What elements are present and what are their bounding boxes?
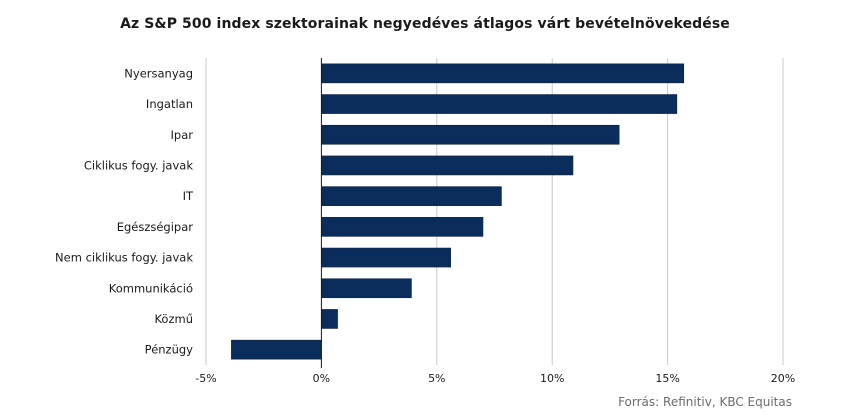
bar-2 bbox=[321, 124, 620, 145]
x-tick-label-3: 10% bbox=[540, 372, 564, 385]
category-label-9: Pénzügy bbox=[145, 343, 194, 357]
category-label-4: IT bbox=[183, 189, 194, 203]
category-label-7: Kommunikáció bbox=[109, 281, 193, 295]
source-note: Forrás: Refinitiv, KBC Equitas bbox=[618, 395, 792, 409]
bar-5 bbox=[321, 217, 484, 237]
chart-title: Az S&P 500 index szektorainak negyedéves… bbox=[120, 16, 730, 32]
x-tick-label-0: -5% bbox=[195, 372, 216, 385]
x-tick-label-5: 20% bbox=[771, 372, 795, 385]
x-tick-label-4: 15% bbox=[655, 372, 679, 385]
category-label-6: Nem ciklikus fogy. javak bbox=[55, 251, 193, 265]
bar-0 bbox=[321, 63, 685, 84]
category-label-0: Nyersanyag bbox=[124, 66, 193, 80]
x-tick-label-2: 5% bbox=[428, 372, 445, 385]
bar-7 bbox=[321, 278, 412, 299]
bar-3 bbox=[321, 155, 574, 176]
x-tick-label-1: 0% bbox=[313, 372, 330, 385]
bar-9 bbox=[231, 339, 322, 360]
category-label-2: Ipar bbox=[171, 128, 194, 142]
bar-6 bbox=[321, 247, 451, 268]
category-label-8: Közmű bbox=[154, 312, 193, 326]
category-label-5: Egészségipar bbox=[117, 220, 194, 234]
category-label-1: Ingatlan bbox=[146, 97, 193, 111]
bar-4 bbox=[321, 186, 502, 206]
bar-8 bbox=[321, 309, 338, 329]
bar-1 bbox=[321, 94, 678, 114]
category-label-3: Ciklikus fogy. javak bbox=[84, 158, 193, 172]
